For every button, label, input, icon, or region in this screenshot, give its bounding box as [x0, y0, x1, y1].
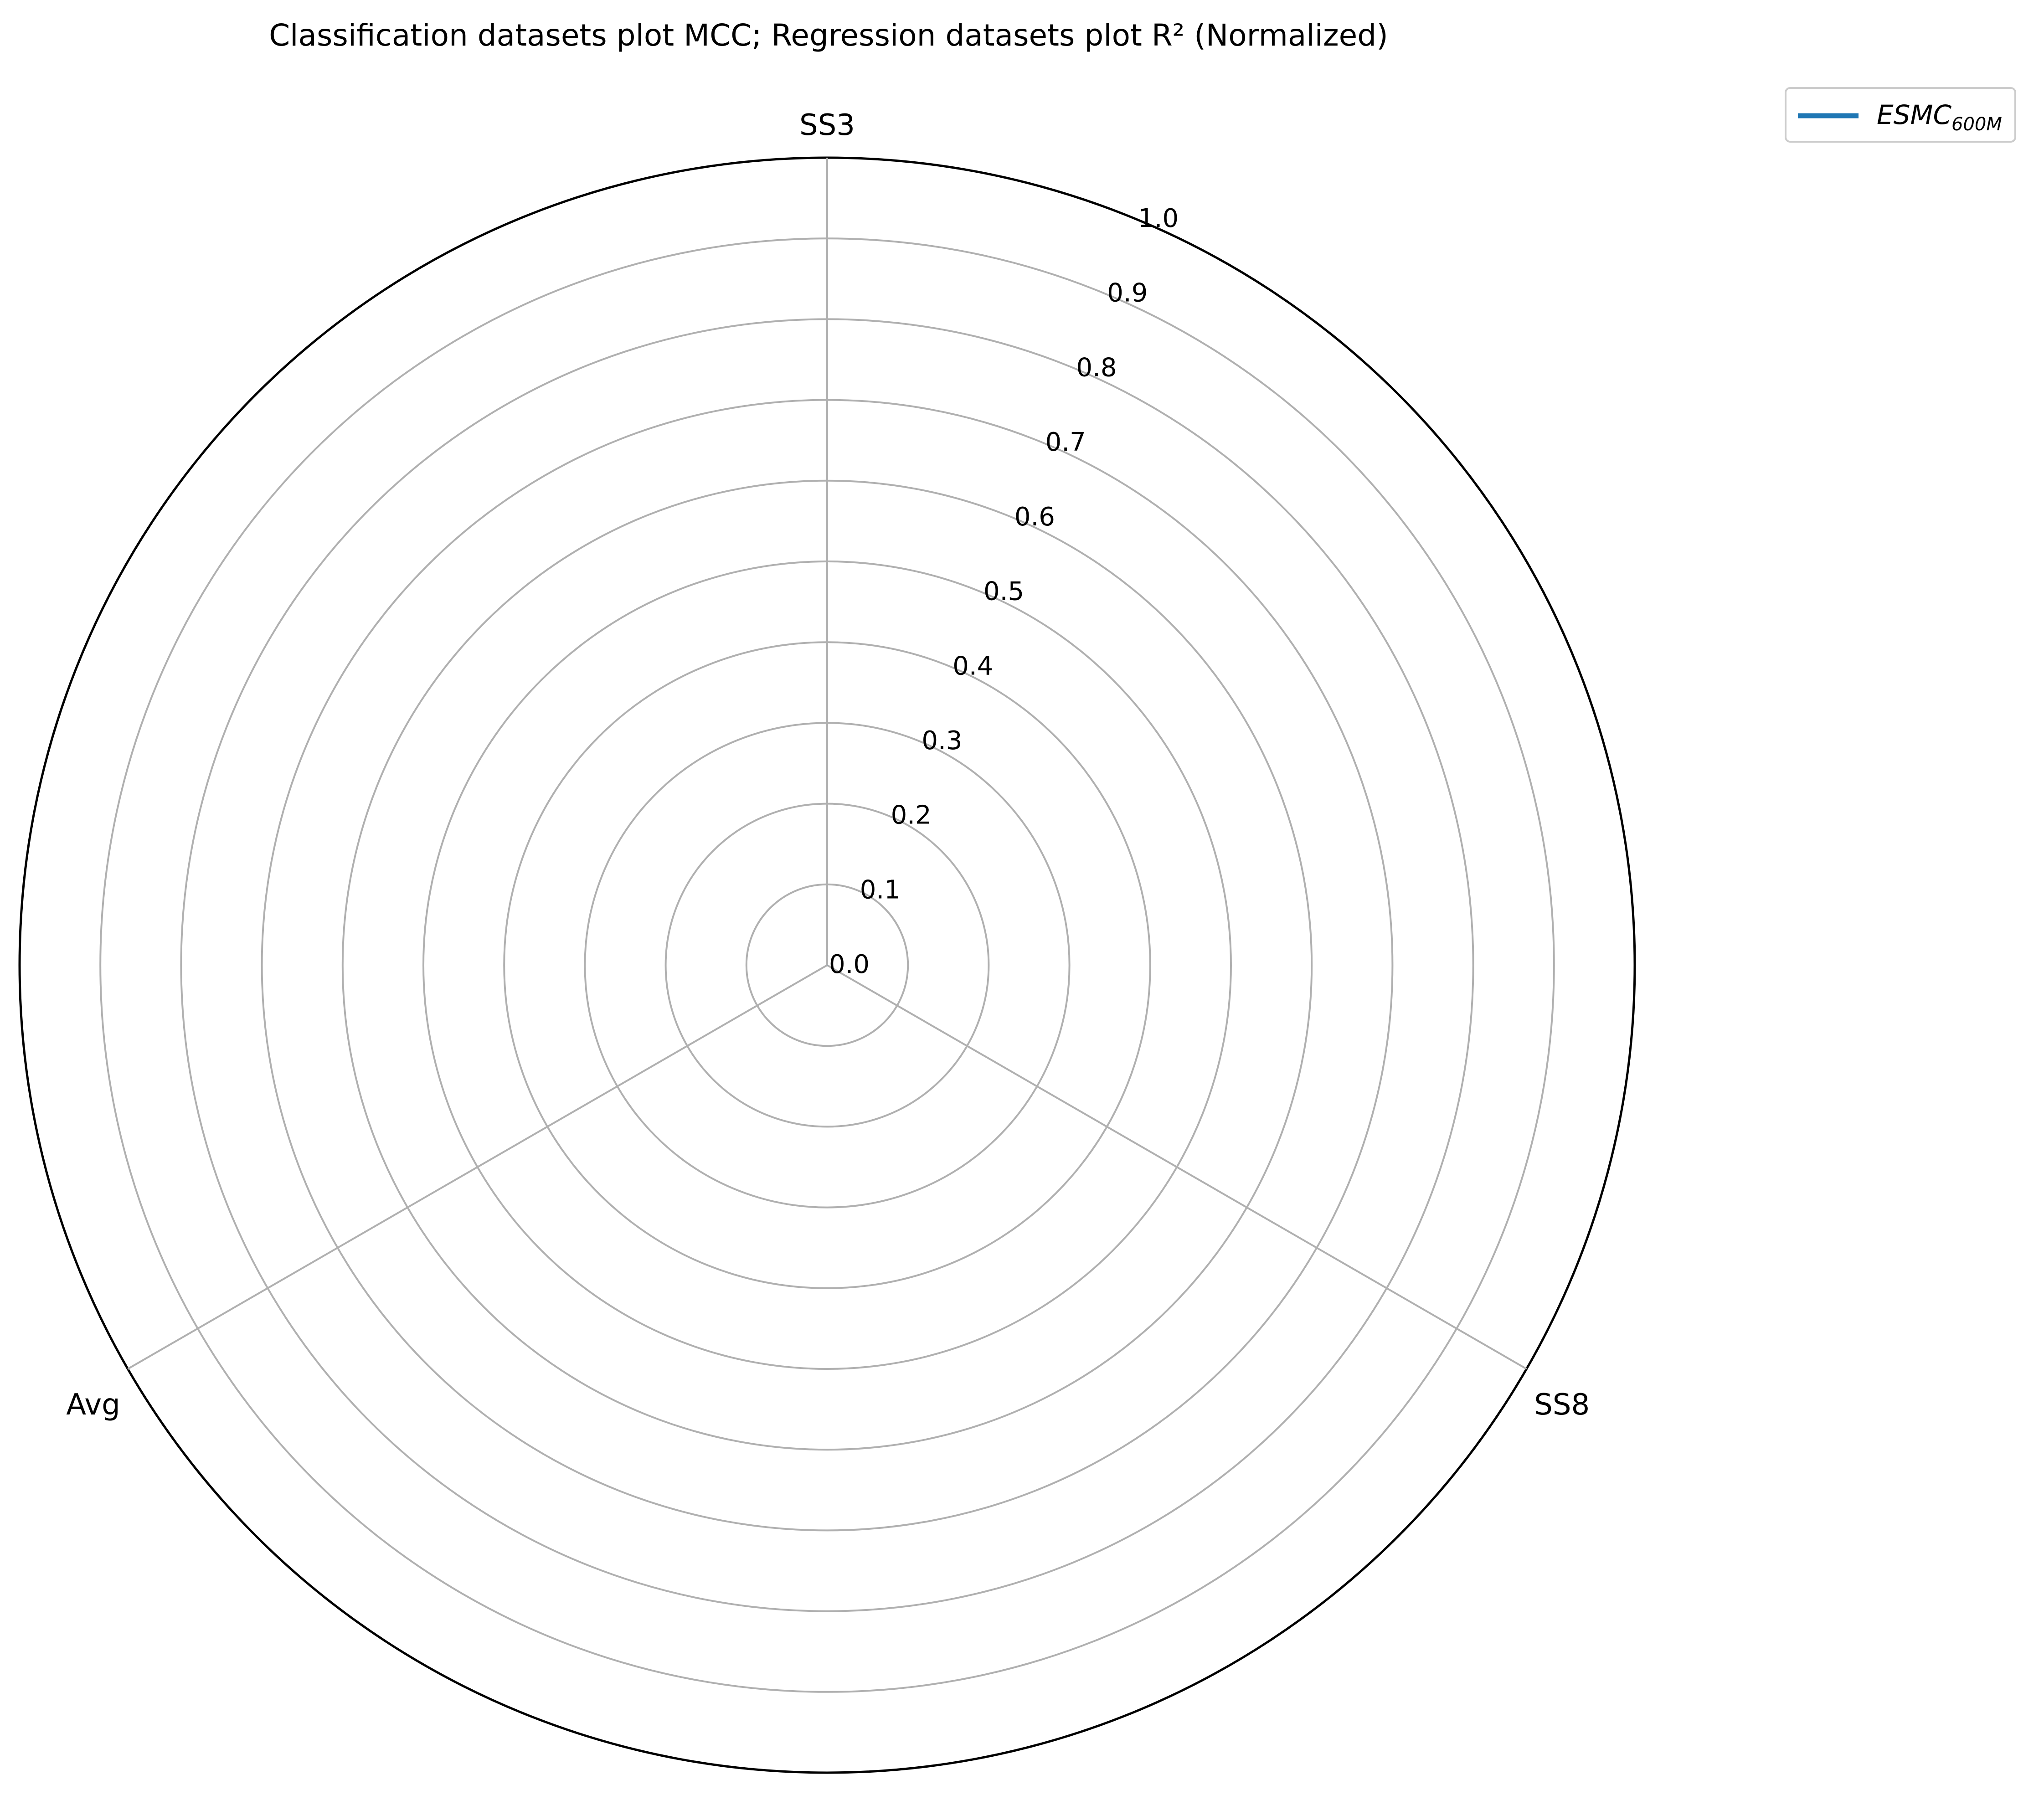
- spoke-layer: [127, 158, 1527, 1370]
- legend-box: [1785, 87, 2016, 143]
- r-tick-label-7: 0.7: [1045, 427, 1086, 457]
- r-tick-label-2: 0.2: [891, 801, 932, 830]
- axis-label-avg: Avg: [66, 1388, 120, 1422]
- chart-title: Classification datasets plot MCC; Regres…: [269, 18, 1388, 53]
- r-tick-label-5: 0.5: [983, 577, 1024, 607]
- tick-label-layer: 0.0 0.1 0.2 0.3 0.4 0.5 0.6 0.7 0.8 0.9 1.0: [829, 204, 1179, 979]
- r-tick-label-1: 0.1: [860, 875, 901, 905]
- r-tick-label-6: 0.6: [1014, 502, 1055, 532]
- r-tick-label-3: 0.3: [922, 726, 962, 756]
- r-tick-label-0: 0.0: [829, 950, 870, 979]
- legend: ESMC600M: [1785, 87, 2016, 143]
- r-tick-label-8: 0.8: [1076, 353, 1117, 382]
- r-tick-label-4: 0.4: [952, 651, 993, 681]
- r-tick-label-9: 0.9: [1107, 278, 1148, 308]
- series-point-0-2: [827, 965, 828, 966]
- axis-label-ss3: SS3: [799, 108, 855, 142]
- spoke-avg: [127, 964, 828, 1370]
- legend-entry-esmc: ESMC600M: [1877, 99, 2002, 135]
- r-tick-label-10: 1.0: [1138, 204, 1179, 233]
- axis-label-layer: SS3 SS8 Avg: [66, 108, 1590, 1422]
- axis-label-ss8: SS8: [1534, 1388, 1590, 1422]
- series-layer: [827, 965, 828, 966]
- spoke-ss8: [826, 964, 1527, 1370]
